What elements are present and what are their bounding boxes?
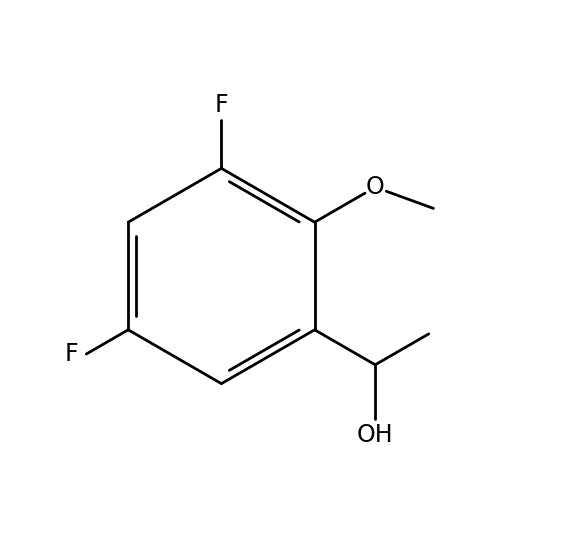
Text: F: F (214, 93, 228, 117)
Text: F: F (65, 342, 78, 366)
Text: OH: OH (357, 423, 394, 447)
Text: O: O (366, 175, 384, 199)
